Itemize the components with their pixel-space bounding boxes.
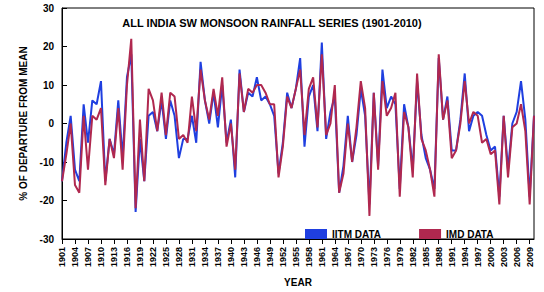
svg-text:1913: 1913 [109, 247, 119, 267]
svg-text:1991: 1991 [447, 247, 457, 267]
svg-text:20: 20 [43, 41, 55, 52]
svg-text:1976: 1976 [382, 247, 392, 267]
svg-text:1988: 1988 [434, 247, 444, 267]
svg-text:0: 0 [48, 118, 54, 129]
svg-text:1901: 1901 [57, 247, 67, 267]
svg-text:1949: 1949 [265, 247, 275, 267]
svg-text:30: 30 [43, 3, 55, 14]
svg-text:IITM DATA: IITM DATA [332, 229, 381, 240]
svg-text:10: 10 [43, 80, 55, 91]
svg-text:2009: 2009 [525, 247, 535, 267]
svg-text:1922: 1922 [148, 247, 158, 267]
svg-text:% OF DEPARTURE FROM MEAN: % OF DEPARTURE FROM MEAN [18, 46, 29, 200]
svg-text:1916: 1916 [122, 247, 132, 267]
svg-text:1961: 1961 [317, 247, 327, 267]
svg-text:ALL INDIA SW MONSOON RAINFALL: ALL INDIA SW MONSOON RAINFALL SERIES (19… [122, 17, 422, 29]
svg-text:-30: -30 [40, 234, 55, 245]
svg-text:1925: 1925 [161, 247, 171, 267]
svg-text:1970: 1970 [356, 247, 366, 267]
svg-text:-10: -10 [40, 157, 55, 168]
svg-text:1967: 1967 [343, 247, 353, 267]
svg-text:1994: 1994 [460, 247, 470, 267]
svg-text:1979: 1979 [395, 247, 405, 267]
svg-text:1934: 1934 [200, 247, 210, 267]
svg-text:1910: 1910 [96, 247, 106, 267]
svg-text:IMD DATA: IMD DATA [446, 229, 493, 240]
svg-text:1958: 1958 [304, 247, 314, 267]
svg-text:1931: 1931 [187, 247, 197, 267]
svg-text:YEAR: YEAR [284, 277, 313, 288]
svg-text:1997: 1997 [473, 247, 483, 267]
svg-text:-20: -20 [40, 195, 55, 206]
svg-text:1919: 1919 [135, 247, 145, 267]
svg-text:1952: 1952 [278, 247, 288, 267]
svg-text:2000: 2000 [486, 247, 496, 267]
svg-text:1973: 1973 [369, 247, 379, 267]
svg-text:1955: 1955 [291, 247, 301, 267]
svg-text:1985: 1985 [421, 247, 431, 267]
svg-text:1982: 1982 [408, 247, 418, 267]
svg-text:2006: 2006 [512, 247, 522, 267]
svg-text:1928: 1928 [174, 247, 184, 267]
svg-text:1904: 1904 [70, 247, 80, 267]
svg-text:1964: 1964 [330, 247, 340, 267]
svg-text:1940: 1940 [226, 247, 236, 267]
svg-text:1937: 1937 [213, 247, 223, 267]
svg-text:1943: 1943 [239, 247, 249, 267]
svg-text:1907: 1907 [83, 247, 93, 267]
svg-text:1946: 1946 [252, 247, 262, 267]
svg-text:2003: 2003 [499, 247, 509, 267]
